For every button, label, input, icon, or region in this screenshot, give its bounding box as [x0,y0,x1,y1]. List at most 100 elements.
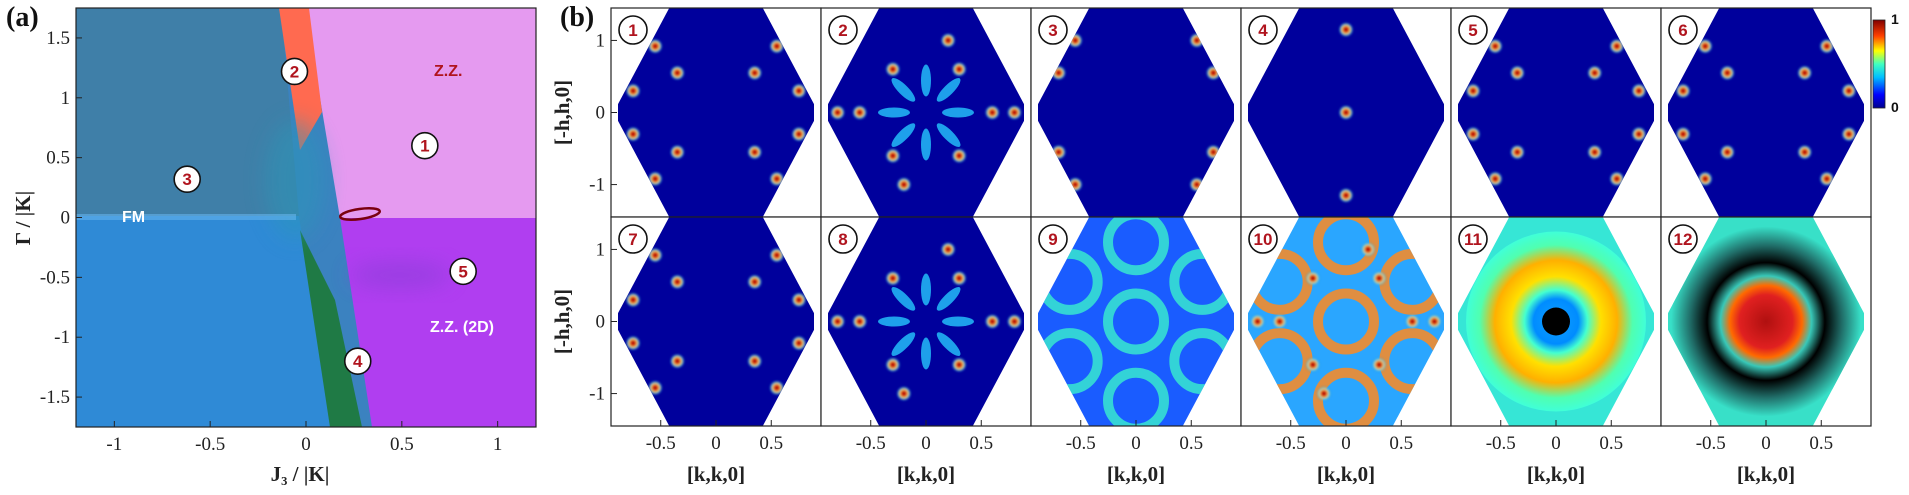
x-tick-label: 0 [301,434,311,455]
panel-b-xlabel: [k,k,0] [1317,462,1375,486]
bragg-spot [648,248,663,263]
bragg-spot [670,354,685,369]
bragg-spot [769,171,784,186]
x-tick-label: -0.5 [646,433,676,454]
panel-badge-8: 8 [828,224,858,254]
panel-b-xlabel: [k,k,0] [1107,462,1165,486]
bragg-spot [747,145,762,160]
region-lower-left [76,216,330,427]
x-tick-label: 0 [1551,433,1561,454]
svg-text:5: 5 [458,262,467,281]
sf-panel-7: 7 -0.5 0 0.5 [k,k,0] 1 0 -1 [-h,h,0] [550,216,822,486]
bragg-spot [769,380,784,395]
panel-b-ylabel: [-h,h,0] [550,289,574,354]
ring-feature [1671,226,1861,417]
panel-badge-4: 4 [1248,15,1278,45]
bragg-spot [941,242,956,257]
colorbar-max-label: 1 [1891,11,1899,27]
bragg-spot [648,39,663,54]
ring-feature [1313,217,1379,276]
panel-badge-12: 12 [1668,224,1698,254]
x-tick-label: 0.5 [1599,433,1623,454]
bragg-spot [1305,271,1320,286]
x-tick-label: -0.5 [1696,433,1726,454]
bragg-spot [1841,127,1856,142]
y-tick-label: 0.5 [46,148,70,169]
ring-feature [1313,288,1379,355]
bragg-spot [1587,145,1602,160]
svg-text:8: 8 [838,230,847,249]
colorbar-gradient [1872,19,1886,109]
y-tick-label: 1 [61,88,71,109]
bragg-spot [1007,314,1022,329]
x-tick-label: -0.5 [1066,433,1096,454]
svg-text:2: 2 [290,62,299,81]
bragg-spot [1609,171,1624,186]
x-tick-label: 0.5 [390,434,414,455]
ring-feature [1103,367,1169,426]
x-tick-label: 0 [1761,433,1771,454]
bragg-spot [885,357,900,372]
x-tick-label: -0.5 [1276,433,1306,454]
bragg-spot [791,336,806,351]
bragg-spot [852,105,867,120]
svg-text:5: 5 [1468,21,1477,40]
bragg-spot [626,83,641,98]
panel-b-xlabel: [k,k,0] [897,462,955,486]
bragg-spot [896,177,911,192]
diffuse-streak [936,287,961,311]
bragg-spot [670,145,685,160]
phase-marker-5: 5 [449,257,477,286]
bragg-spot [1797,65,1812,80]
sf-panel-5: 5 [1450,7,1662,218]
region-upper-left [76,8,299,216]
bragg-spot [1720,65,1735,80]
ring-feature [1103,217,1169,276]
bragg-spot [747,354,762,369]
panel-a-label: (a) [6,2,39,33]
x-tick-label: -0.5 [195,434,225,455]
bragg-spot [985,314,1000,329]
bragg-spot [952,62,967,77]
phase-marker-2: 2 [280,57,309,86]
highlight-ellipse [338,207,382,221]
y-tick-label: -0.5 [40,267,70,288]
bragg-spot [1007,105,1022,120]
diffuse-streak [936,123,961,147]
diffuse-streak [878,316,910,327]
region-zigzag [305,8,536,218]
panel-b-xlabel: [k,k,0] [1737,462,1795,486]
bragg-spot [1339,105,1353,120]
bragg-spot [885,148,900,163]
bragg-spot [1587,65,1602,80]
x-tick-label: 1 [493,434,503,455]
svg-text:12: 12 [1674,230,1693,249]
diffuse-streak [921,337,931,370]
svg-text:11: 11 [1464,230,1482,249]
bragg-spot [769,39,784,54]
sf-panel-12: 12 -0.5 0 0.5 [k,k,0] [1660,216,1872,486]
bragg-spot [1819,171,1834,186]
ring-feature [1313,367,1379,426]
phase-marker-4: 4 [343,347,372,375]
region-label-zz: Z.Z. [434,63,462,80]
y-tick-label: -1 [54,327,70,348]
bragg-spot [896,386,911,401]
panel-badge-1: 1 [618,15,648,45]
panel-badge-3: 3 [1038,15,1068,45]
x-tick-label: 0.5 [969,433,993,454]
diffuse-streak [921,64,931,97]
region-label-fm: FM [122,209,145,226]
diffuse-streak [891,123,916,147]
bragg-spot [830,314,845,329]
ring-feature [1103,288,1169,355]
bragg-spot [1339,22,1353,37]
bragg-spot [1339,188,1353,203]
sf-panel-8: 8 -0.5 0 0.5 [k,k,0] [820,216,1032,486]
bragg-spot [1819,39,1834,54]
bragg-spot [1305,357,1320,372]
svg-text:4: 4 [1258,21,1268,40]
svg-text:1: 1 [420,137,429,156]
y-tick-label: 0 [596,103,606,124]
y-tick-label: -1.5 [40,387,70,408]
